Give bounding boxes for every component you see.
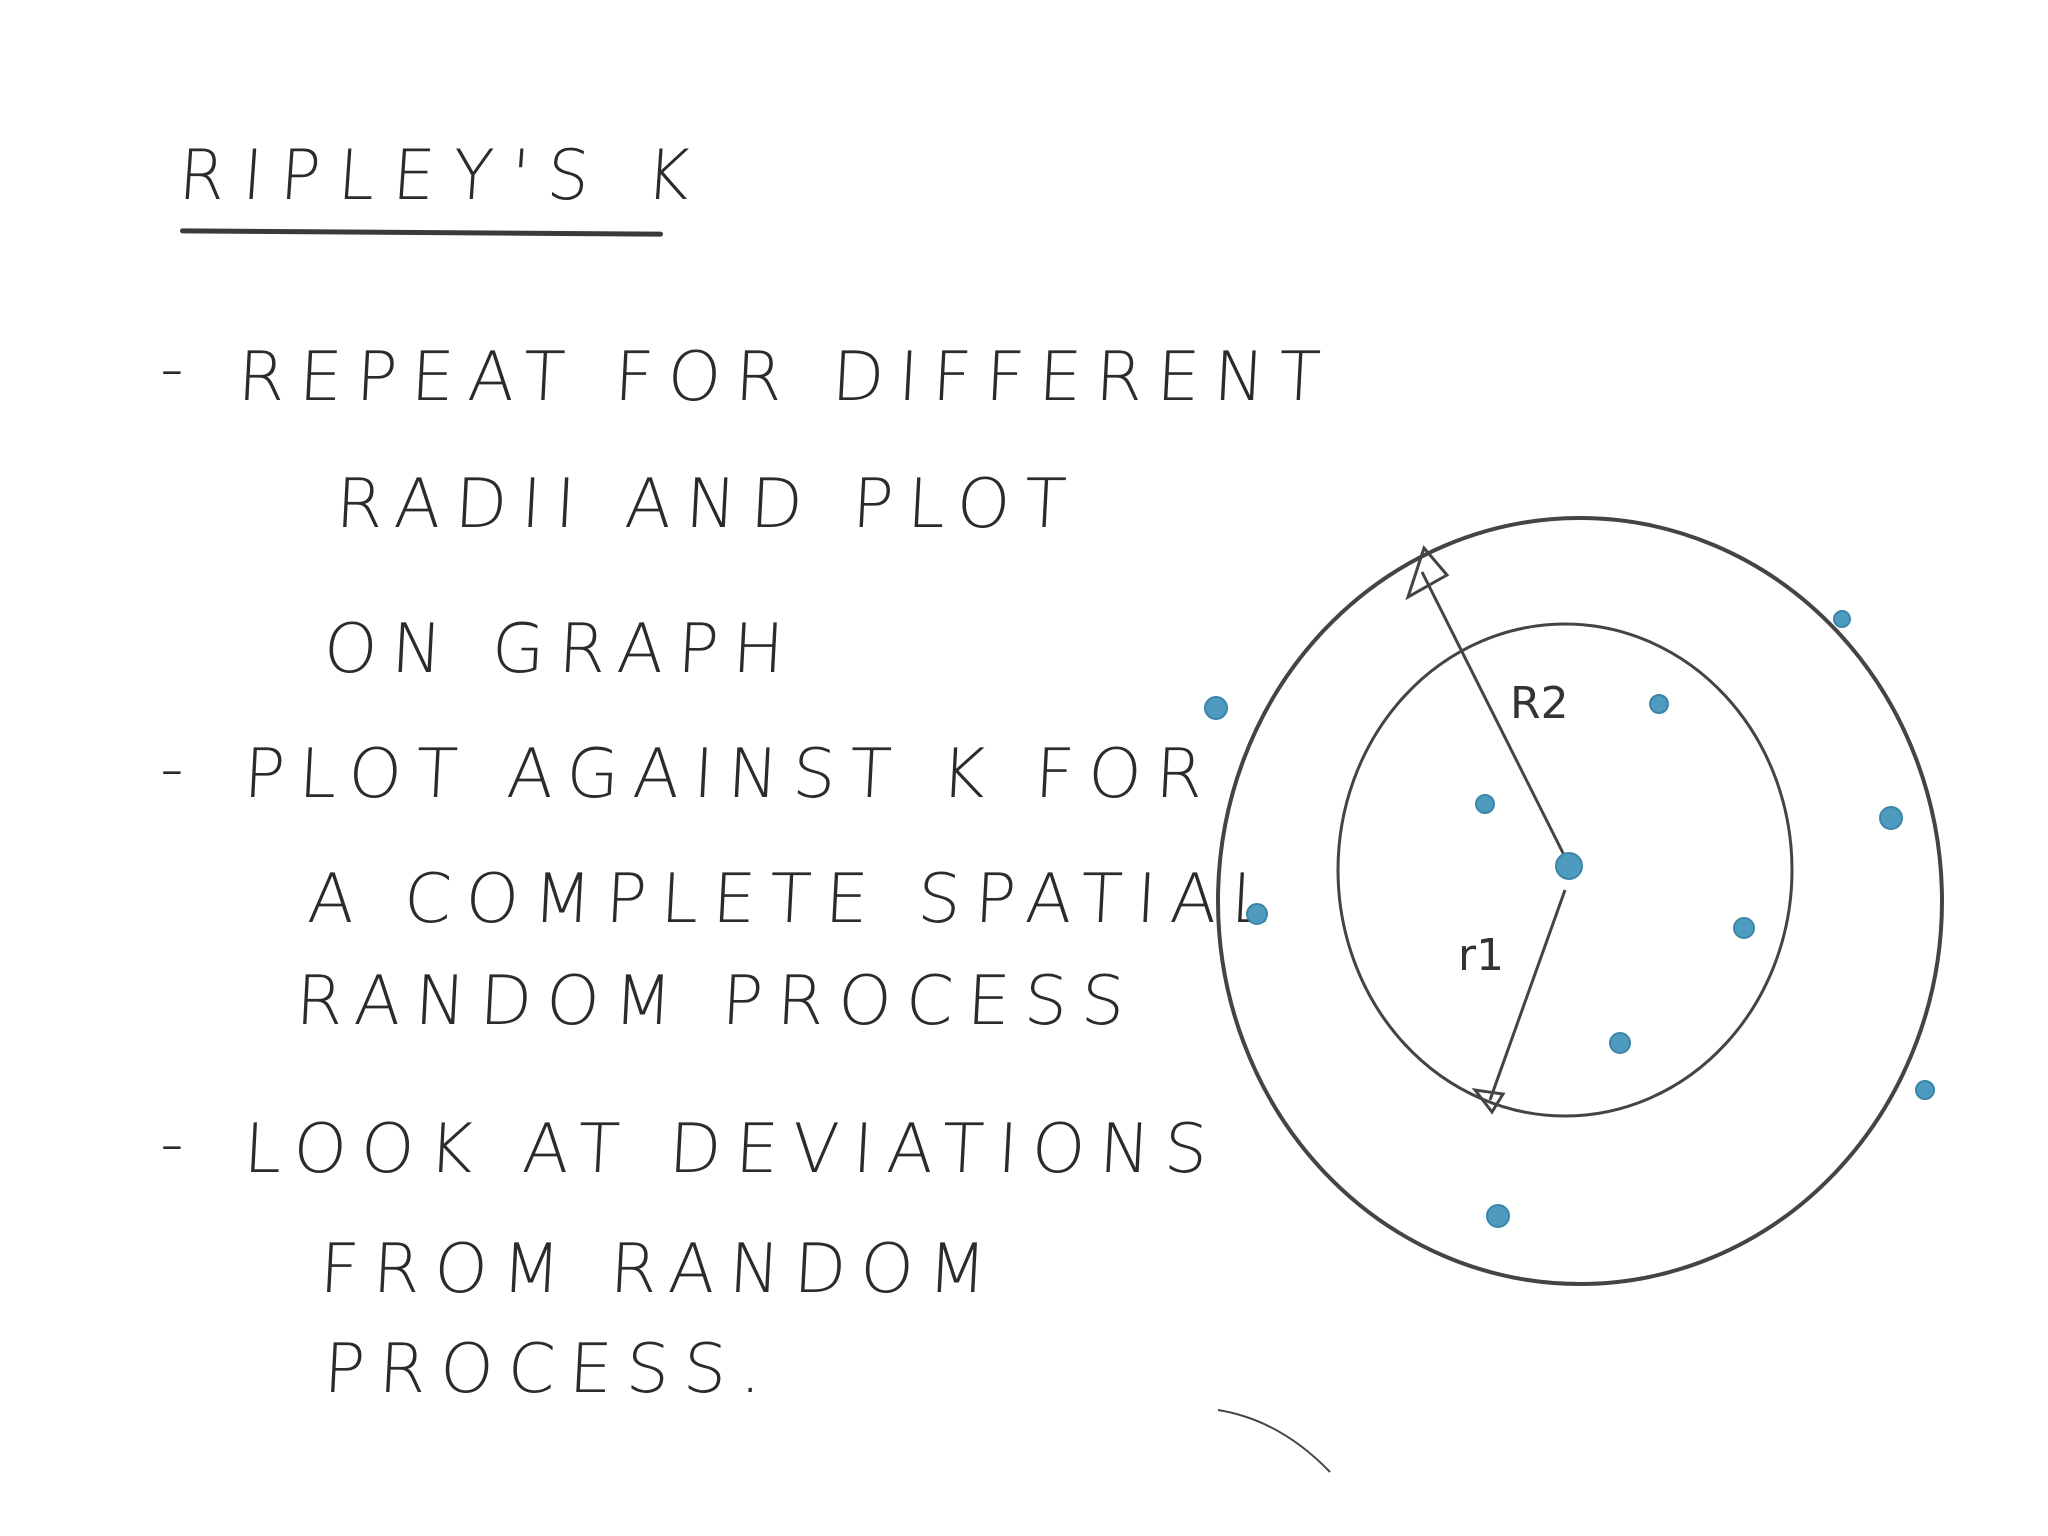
point — [1246, 903, 1268, 925]
point — [1879, 806, 1903, 830]
point — [1204, 696, 1228, 720]
point — [1915, 1080, 1935, 1100]
point — [1733, 917, 1755, 939]
outer-radius-line — [1420, 571, 1570, 864]
outer-circle — [1216, 516, 1944, 1286]
inner-radius-arrowhead — [1471, 1087, 1506, 1115]
center-point — [1555, 852, 1583, 880]
bullet-2-dash: - — [160, 730, 184, 807]
outer-radius-arrowhead — [1405, 544, 1450, 601]
point — [1609, 1032, 1631, 1054]
point — [1486, 1204, 1510, 1228]
point — [1475, 794, 1495, 814]
stray-stroke — [1217, 1409, 1331, 1473]
inner-circle — [1336, 622, 1794, 1118]
point — [1649, 694, 1669, 714]
outer-radius-label: R2 — [1510, 678, 1569, 729]
point — [1833, 610, 1851, 628]
bullet-3-dash: - — [160, 1105, 184, 1182]
inner-radius-label: r1 — [1458, 930, 1504, 981]
bullet-1-dash: - — [160, 330, 184, 407]
inner-radius-line — [1488, 889, 1567, 1101]
